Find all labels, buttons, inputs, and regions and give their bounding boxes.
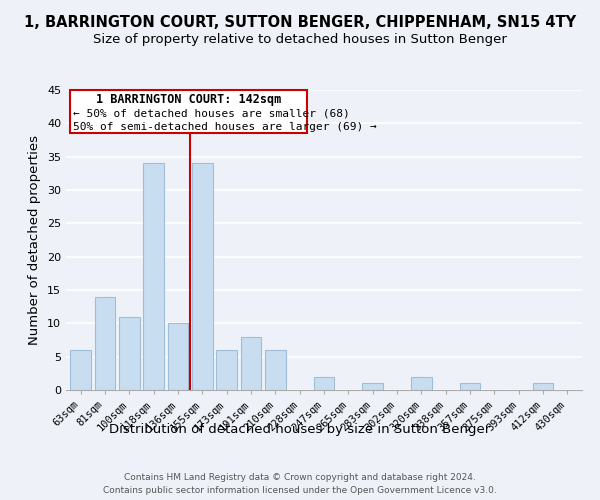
Bar xyxy=(216,350,237,390)
Y-axis label: Number of detached properties: Number of detached properties xyxy=(28,135,41,345)
Bar xyxy=(192,164,212,390)
Bar xyxy=(533,384,553,390)
Bar xyxy=(95,296,115,390)
Bar xyxy=(241,336,262,390)
Text: 50% of semi-detached houses are larger (69) →: 50% of semi-detached houses are larger (… xyxy=(73,122,377,132)
Text: Distribution of detached houses by size in Sutton Benger: Distribution of detached houses by size … xyxy=(109,422,491,436)
Bar xyxy=(411,376,432,390)
Bar xyxy=(460,384,481,390)
Bar xyxy=(143,164,164,390)
Bar xyxy=(167,324,188,390)
Text: Contains public sector information licensed under the Open Government Licence v3: Contains public sector information licen… xyxy=(103,486,497,495)
Bar xyxy=(70,90,307,134)
Bar xyxy=(265,350,286,390)
Text: Size of property relative to detached houses in Sutton Benger: Size of property relative to detached ho… xyxy=(93,32,507,46)
Text: Contains HM Land Registry data © Crown copyright and database right 2024.: Contains HM Land Registry data © Crown c… xyxy=(124,472,476,482)
Bar xyxy=(362,384,383,390)
Text: 1, BARRINGTON COURT, SUTTON BENGER, CHIPPENHAM, SN15 4TY: 1, BARRINGTON COURT, SUTTON BENGER, CHIP… xyxy=(24,15,576,30)
Bar xyxy=(314,376,334,390)
Bar xyxy=(70,350,91,390)
Text: ← 50% of detached houses are smaller (68): ← 50% of detached houses are smaller (68… xyxy=(73,108,350,118)
Text: 1 BARRINGTON COURT: 142sqm: 1 BARRINGTON COURT: 142sqm xyxy=(95,94,281,106)
Bar xyxy=(119,316,140,390)
